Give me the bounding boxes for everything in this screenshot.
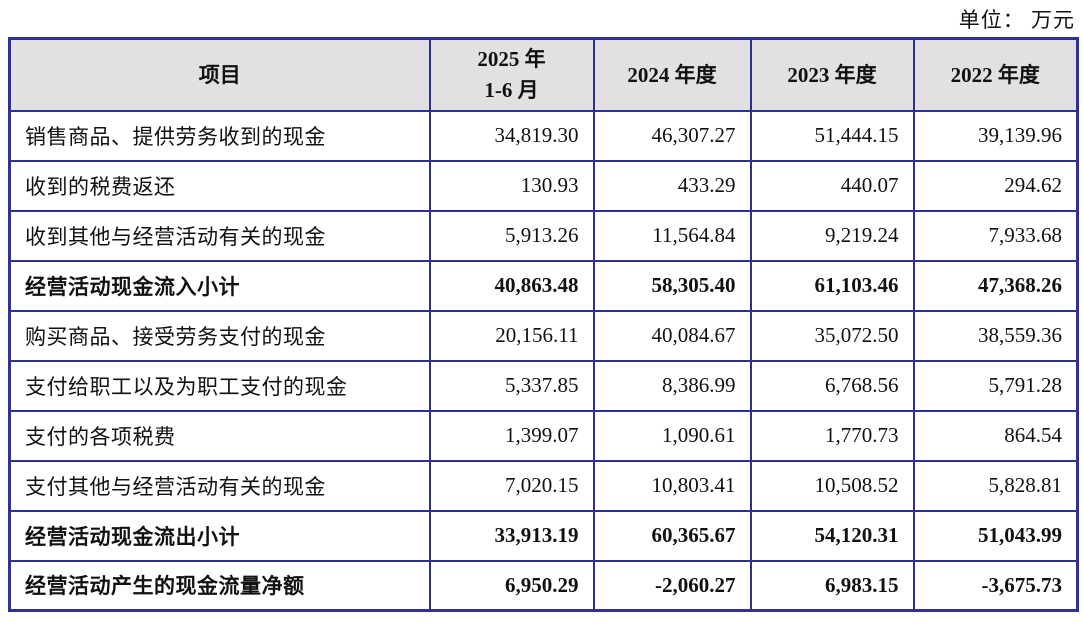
cell-2024: 8,386.99 <box>592 359 752 412</box>
cell-2025-h1: 40,863.48 <box>428 259 595 312</box>
cell-2024: 433.29 <box>592 159 752 212</box>
cell-2024: 58,305.40 <box>592 259 752 312</box>
table-row-cash-from-sales: 销售商品、提供劳务收到的现金 34,819.30 46,307.27 51,44… <box>8 109 1079 162</box>
cell-2022: 7,933.68 <box>912 209 1079 262</box>
cell-2025-h1: 1,399.07 <box>428 409 595 462</box>
header-2022: 2022 年度 <box>912 37 1079 112</box>
cell-2023: 10,508.52 <box>749 459 915 512</box>
header-2024: 2024 年度 <box>592 37 752 112</box>
cell-2025-h1: 34,819.30 <box>428 109 595 162</box>
row-label: 经营活动产生的现金流量净额 <box>8 559 431 612</box>
cell-2025-h1: 7,020.15 <box>428 459 595 512</box>
cell-2024: 40,084.67 <box>592 309 752 362</box>
cell-2024: 10,803.41 <box>592 459 752 512</box>
cell-2024: 46,307.27 <box>592 109 752 162</box>
cell-2022: 294.62 <box>912 159 1079 212</box>
cash-flow-table: 项目 2025 年 1-6 月 2024 年度 2023 年度 2022 年度 … <box>8 37 1079 612</box>
cell-2025-h1: 130.93 <box>428 159 595 212</box>
cell-2023: 1,770.73 <box>749 409 915 462</box>
cell-2023: 61,103.46 <box>749 259 915 312</box>
cell-2023: 54,120.31 <box>749 509 915 562</box>
cell-2024: 60,365.67 <box>592 509 752 562</box>
table-row-other-operating-cash-received: 收到其他与经营活动有关的现金 5,913.26 11,564.84 9,219.… <box>8 209 1079 262</box>
header-2023: 2023 年度 <box>749 37 915 112</box>
header-row: 项目 2025 年 1-6 月 2024 年度 2023 年度 2022 年度 <box>8 37 1079 112</box>
table-row-cash-paid-to-employees: 支付给职工以及为职工支付的现金 5,337.85 8,386.99 6,768.… <box>8 359 1079 412</box>
row-label: 收到的税费返还 <box>8 159 431 212</box>
cell-2024: -2,060.27 <box>592 559 752 612</box>
cell-2022: -3,675.73 <box>912 559 1079 612</box>
header-item: 项目 <box>8 37 431 112</box>
cell-2025-h1: 5,337.85 <box>428 359 595 412</box>
table-row-tax-refunds: 收到的税费返还 130.93 433.29 440.07 294.62 <box>8 159 1079 212</box>
cell-2022: 38,559.36 <box>912 309 1079 362</box>
row-label: 支付其他与经营活动有关的现金 <box>8 459 431 512</box>
cell-2022: 5,828.81 <box>912 459 1079 512</box>
cell-2023: 35,072.50 <box>749 309 915 362</box>
cell-2023: 6,768.56 <box>749 359 915 412</box>
cell-2022: 39,139.96 <box>912 109 1079 162</box>
cell-2023: 6,983.15 <box>749 559 915 612</box>
row-label: 经营活动现金流入小计 <box>8 259 431 312</box>
cell-2024: 11,564.84 <box>592 209 752 262</box>
cell-2022: 51,043.99 <box>912 509 1079 562</box>
table-row-cash-paid-for-goods: 购买商品、接受劳务支付的现金 20,156.11 40,084.67 35,07… <box>8 309 1079 362</box>
table-row-other-operating-cash-paid: 支付其他与经营活动有关的现金 7,020.15 10,803.41 10,508… <box>8 459 1079 512</box>
cell-2023: 9,219.24 <box>749 209 915 262</box>
row-label: 购买商品、接受劳务支付的现金 <box>8 309 431 362</box>
header-2025-h1: 2025 年 1-6 月 <box>428 37 595 112</box>
cell-2025-h1: 33,913.19 <box>428 509 595 562</box>
cell-2024: 1,090.61 <box>592 409 752 462</box>
table-row-operating-cash-inflow-subtotal: 经营活动现金流入小计 40,863.48 58,305.40 61,103.46… <box>8 259 1079 312</box>
table-row-net-operating-cash-flow: 经营活动产生的现金流量净额 6,950.29 -2,060.27 6,983.1… <box>8 559 1079 612</box>
cell-2022: 864.54 <box>912 409 1079 462</box>
row-label: 收到其他与经营活动有关的现金 <box>8 209 431 262</box>
table-row-taxes-paid: 支付的各项税费 1,399.07 1,090.61 1,770.73 864.5… <box>8 409 1079 462</box>
row-label: 支付的各项税费 <box>8 409 431 462</box>
cell-2025-h1: 6,950.29 <box>428 559 595 612</box>
cell-2022: 47,368.26 <box>912 259 1079 312</box>
row-label: 经营活动现金流出小计 <box>8 509 431 562</box>
unit-label: 单位： 万元 <box>958 8 1075 32</box>
cell-2023: 51,444.15 <box>749 109 915 162</box>
cell-2023: 440.07 <box>749 159 915 212</box>
cell-2025-h1: 20,156.11 <box>428 309 595 362</box>
cell-2025-h1: 5,913.26 <box>428 209 595 262</box>
row-label: 销售商品、提供劳务收到的现金 <box>8 109 431 162</box>
cell-2022: 5,791.28 <box>912 359 1079 412</box>
table-row-operating-cash-outflow-subtotal: 经营活动现金流出小计 33,913.19 60,365.67 54,120.31… <box>8 509 1079 562</box>
row-label: 支付给职工以及为职工支付的现金 <box>8 359 431 412</box>
